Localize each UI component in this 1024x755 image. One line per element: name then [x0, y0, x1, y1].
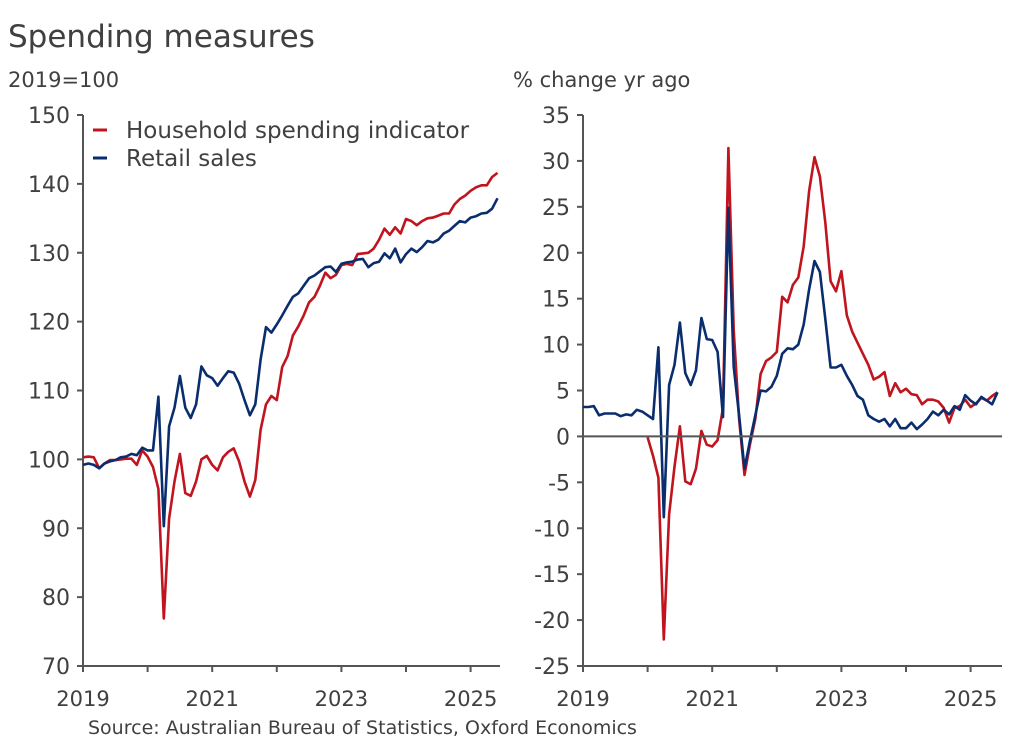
y-tick-label: -25	[534, 655, 570, 680]
x-tick-label: 2019	[56, 687, 109, 711]
y-tick-label: 150	[28, 104, 70, 129]
right-y-axis-label: % change yr ago	[513, 68, 690, 92]
y-tick-label: 80	[42, 586, 70, 611]
y-tick-label: 20	[542, 242, 570, 267]
y-tick-label: 90	[42, 517, 70, 542]
x-tick-label: 2021	[685, 687, 738, 711]
legend-label-household: Household spending indicator	[126, 118, 470, 144]
x-tick-label: 2023	[815, 687, 868, 711]
y-tick-label: 120	[28, 311, 70, 336]
y-tick-label: 30	[542, 150, 570, 175]
series-line-household-spending	[646, 146, 999, 641]
left-y-axis-label: 2019=100	[8, 68, 119, 92]
y-tick-label: -15	[534, 563, 570, 588]
y-tick-label: -10	[534, 517, 570, 542]
series-line-retail-sales	[583, 206, 999, 519]
y-tick-label: 110	[28, 380, 70, 405]
x-tick-label: 2021	[185, 687, 238, 711]
y-tick-label: 25	[542, 196, 570, 221]
y-tick-label: 100	[28, 448, 70, 473]
y-tick-label: 35	[542, 104, 570, 129]
x-tick-label: 2025	[944, 687, 997, 711]
y-tick-label: 10	[542, 334, 570, 359]
y-tick-label: 15	[542, 288, 570, 313]
y-tick-label: -5	[548, 471, 570, 496]
y-tick-label: -20	[534, 609, 570, 634]
series-line-retail-sales	[82, 197, 499, 528]
series-line-household-spending	[82, 171, 499, 620]
chart-title: Spending measures	[8, 19, 315, 55]
y-tick-label: 0	[556, 425, 570, 450]
y-tick-label: 140	[28, 173, 70, 198]
x-tick-label: 2025	[444, 687, 497, 711]
y-tick-label: 70	[42, 655, 70, 680]
x-tick-label: 2019	[556, 687, 609, 711]
x-tick-label: 2023	[315, 687, 368, 711]
y-tick-label: 130	[28, 242, 70, 267]
left-plot-index: 150 140 130 120 110 100 90 80 70 2019 2021 2023 2025	[28, 104, 500, 711]
right-plot-yoy: 35 30 25 20 15 10 5 0 -5 -10 -15 -20 -25 2019 2021 2023…	[534, 104, 1002, 711]
source-note: Source: Australian Bureau of Statistics,…	[88, 717, 637, 739]
legend: Household spending indicator Retail sale…	[93, 118, 470, 172]
y-tick-label: 5	[556, 380, 570, 405]
legend-label-retail: Retail sales	[126, 146, 257, 172]
